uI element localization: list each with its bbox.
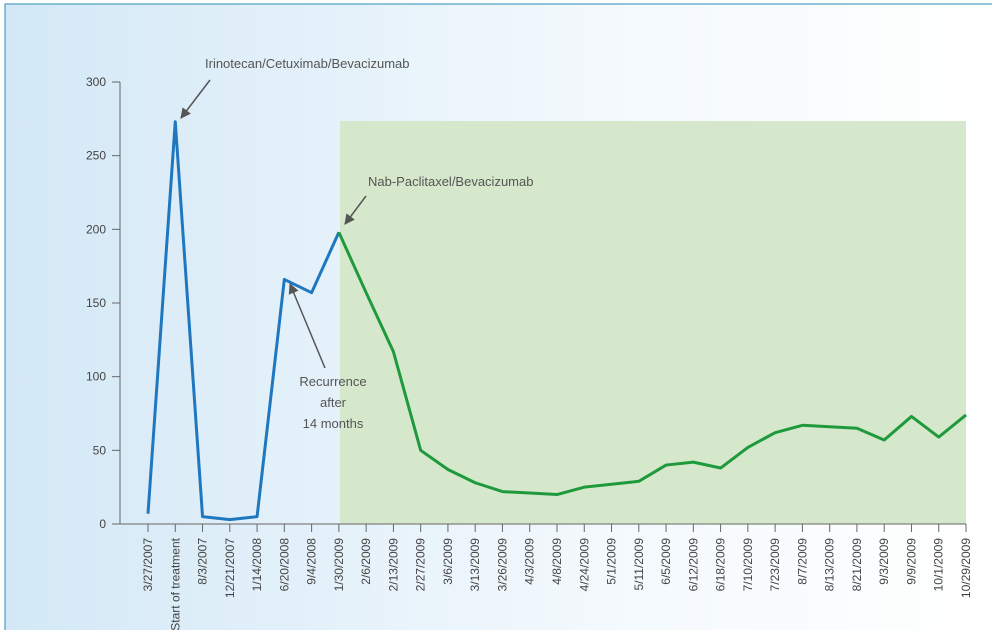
x-tick-label: 8/21/2009 (850, 538, 864, 592)
x-tick-label: 1/30/2009 (332, 538, 346, 592)
y-tick-label: 100 (86, 370, 106, 384)
annotation: Nab-Paclitaxel/Bevacizumab (368, 174, 533, 189)
x-tick-label: 10/1/2009 (932, 538, 946, 592)
x-tick-label: 7/10/2009 (741, 538, 755, 592)
annotation: Recurrence (299, 374, 366, 389)
x-tick-label: 8/7/2009 (795, 538, 809, 585)
y-tick-label: 150 (86, 296, 106, 310)
y-tick-label: 300 (86, 75, 106, 89)
x-tick-label: 3/13/2009 (468, 538, 482, 592)
line (337, 231, 967, 497)
y-tick-label: 50 (93, 443, 107, 457)
x-tick-label: 6/12/2009 (686, 538, 700, 592)
x-tick-label: 1/14/2008 (250, 538, 264, 592)
y-tick-label: 200 (86, 222, 106, 236)
x-tick-label: 2/27/2009 (414, 538, 428, 592)
x-tick-label: 10/29/2009 (959, 538, 973, 598)
y-tick-label: 250 (86, 149, 106, 163)
x-tick-label: 8/3/2007 (196, 538, 210, 585)
x-tick-label: 8/13/2009 (823, 538, 837, 592)
x-tick-label: 4/24/2009 (577, 538, 591, 592)
x-tick-label: 2/13/2009 (386, 538, 400, 592)
y-tick-label: 0 (99, 517, 106, 531)
x-tick-label: 7/23/2009 (768, 538, 782, 592)
line (146, 120, 341, 522)
plot: 0 50 100 150 200 250 300 3/27/2007 Start of trea… (86, 75, 973, 630)
x-tick-label: 6/18/2009 (714, 538, 728, 592)
x-tick-label: 6/5/2009 (659, 538, 673, 585)
annotation-arrow (344, 195, 367, 225)
x-tick-label: 3/26/2009 (495, 538, 509, 592)
x-tick-label: 5/1/2009 (605, 538, 619, 585)
x-tick-label: 9/3/2009 (877, 538, 891, 585)
x-tick-label: 9/4/2008 (305, 538, 319, 585)
x-tick-label: 5/11/2009 (632, 538, 646, 591)
x-tick-label: Start of treatment (168, 537, 182, 630)
annotation-arrow (180, 79, 211, 119)
annotation: 14 months (303, 416, 364, 431)
x-tick-label: 6/20/2008 (277, 538, 291, 592)
x-tick-label: 3/6/2009 (441, 538, 455, 585)
annotation: after (320, 395, 347, 410)
treatment-period (340, 121, 966, 524)
annotation-arrow (288, 283, 326, 369)
x-tick-label: 9/9/2009 (904, 538, 918, 585)
x-tick-label: 2/6/2009 (359, 538, 373, 585)
x-tick-label: 4/3/2009 (523, 538, 537, 585)
x-tick-label: 4/8/2009 (550, 538, 564, 585)
annotation: Irinotecan/Cetuximab/Bevacizumab (205, 56, 410, 71)
x-tick-label: 12/21/2007 (223, 538, 237, 598)
x-tick-label: 3/27/2007 (141, 538, 155, 592)
